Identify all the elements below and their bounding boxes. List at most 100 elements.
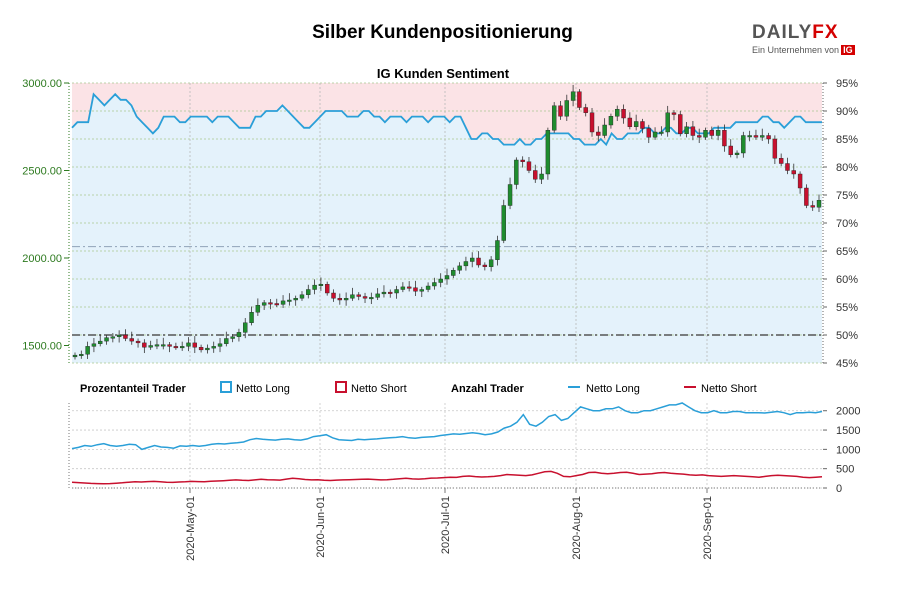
right-axis-label: 55%	[836, 302, 858, 314]
candle-body	[413, 287, 418, 292]
candle-body	[325, 284, 330, 294]
candle-body	[501, 205, 506, 241]
legend-count-long: Netto Long	[586, 383, 640, 395]
candle-body	[652, 131, 658, 138]
candle-body	[142, 342, 147, 348]
right-axis-label: 70%	[836, 218, 858, 230]
candle-body	[482, 264, 488, 267]
candle-body	[514, 159, 519, 185]
candle-body	[753, 135, 759, 138]
candle-body	[312, 284, 317, 290]
x-axis-label: 2020-Jun-01	[315, 496, 327, 558]
candle-body	[671, 112, 677, 115]
candle-body	[772, 138, 778, 159]
candle-body	[375, 293, 380, 298]
right-axis-label: 60%	[836, 274, 858, 286]
candle-body	[205, 347, 210, 351]
candle-body	[804, 187, 809, 206]
candle-body	[211, 346, 216, 349]
right-axis-label: 65%	[836, 246, 858, 258]
candle-body	[577, 91, 582, 108]
legend-pct-short: Netto Short	[351, 383, 407, 395]
candle-body	[287, 299, 292, 302]
candle-body	[350, 294, 355, 299]
candle-body	[167, 344, 172, 347]
lower-right-label: 500	[836, 464, 854, 476]
candle-body	[551, 105, 557, 131]
candle-body	[274, 303, 279, 306]
logo-ig-badge: IG	[841, 45, 855, 55]
candle-body	[778, 158, 784, 164]
candle-body	[432, 282, 437, 287]
candle-body	[488, 259, 494, 267]
legend-pct-title: Prozentanteil Trader	[80, 383, 186, 395]
candle-body	[331, 292, 336, 299]
candle-body	[457, 265, 462, 271]
candle-body	[545, 130, 551, 175]
candle-body	[589, 112, 595, 133]
candle-body	[186, 342, 191, 347]
candle-body	[507, 184, 513, 206]
candle-body	[299, 294, 305, 299]
candle-body	[665, 112, 670, 133]
candle-body	[747, 135, 752, 138]
candle-body	[734, 152, 740, 155]
x-axis-label: 2020-Jul-01	[440, 496, 452, 554]
candle-body	[224, 338, 229, 344]
candle-body	[173, 346, 179, 349]
candle-body	[249, 312, 254, 323]
candle-body	[741, 135, 746, 154]
candle-body	[791, 170, 796, 175]
candle-body	[558, 105, 563, 117]
candle-body	[526, 161, 532, 171]
candle-body	[709, 130, 715, 136]
candle-body	[104, 337, 109, 342]
candle-body	[640, 121, 645, 129]
candle-body	[123, 334, 128, 339]
candle-body	[406, 286, 412, 289]
candle-body	[596, 131, 601, 136]
candle-body	[520, 159, 525, 162]
candle-body	[98, 340, 103, 344]
candle-body	[261, 302, 267, 306]
candle-body	[608, 116, 614, 126]
candle-body	[154, 344, 160, 347]
candle-body	[129, 338, 134, 342]
long-sentiment-zone	[72, 94, 822, 363]
left-axis-label: 1500.00	[22, 341, 62, 353]
candle-body	[135, 340, 141, 344]
left-axis-label: 2500.00	[22, 166, 62, 178]
candle-body	[451, 270, 456, 276]
right-axis-label: 95%	[836, 78, 858, 90]
candle-body	[337, 298, 343, 301]
candle-body	[394, 289, 399, 294]
candle-body	[495, 240, 500, 260]
x-axis-label: 2020-Sep-01	[702, 496, 714, 560]
candle-body	[343, 298, 349, 301]
candle-body	[539, 173, 544, 180]
x-axis-label: 2020-May-01	[185, 496, 197, 561]
candle-body	[766, 135, 771, 140]
candle-body	[356, 294, 361, 297]
candle-body	[728, 145, 733, 155]
logo-sub-text: Ein Unternehmen von	[752, 45, 840, 55]
netto-long-pct-line	[71, 92, 822, 147]
candle-body	[760, 135, 765, 138]
candle-body	[362, 296, 368, 299]
right-axis-label: 90%	[836, 106, 858, 118]
chart-title: Silber Kundenpositionierung	[312, 22, 573, 43]
candle-body	[236, 332, 242, 337]
candle-body	[646, 128, 651, 138]
candle-body	[533, 170, 538, 180]
dailyfx-logo: DAILYFX Ein Unternehmen von IG	[752, 22, 872, 55]
candles-group	[72, 84, 822, 360]
candle-body	[419, 289, 424, 292]
lower-right-label: 1000	[836, 444, 860, 456]
candle-body	[192, 342, 197, 348]
right-axis-label: 75%	[836, 190, 858, 202]
lower-right-label: 2000	[836, 406, 860, 418]
candle-body	[293, 298, 298, 301]
candle-body	[797, 173, 803, 189]
candle-body	[243, 322, 248, 333]
left-axis-label: 2000.00	[22, 253, 62, 265]
